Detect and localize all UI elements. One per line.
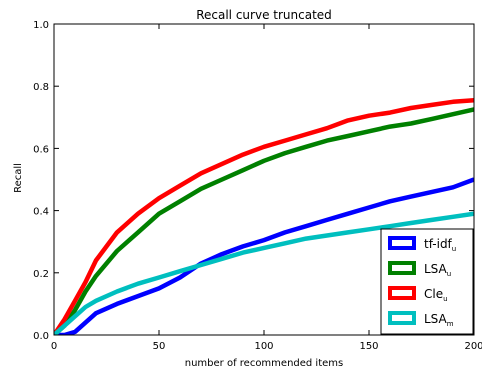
series-line-tf-idf-u [54,177,474,335]
y-axis-label: Recall [13,163,24,193]
legend-swatch [388,236,416,250]
legend-swatch [388,261,416,275]
series-line-lsa-m [54,211,474,335]
y-tick-label: 1.0 [33,20,49,31]
x-tick-label: 0 [51,341,57,352]
chart-title: Recall curve truncated [196,8,332,22]
legend-label: LSAu [424,262,451,278]
y-tick-label: 0.4 [33,207,49,218]
legend-label: tf-idfu [424,237,456,253]
x-tick-label: 200 [464,341,482,352]
legend-swatch [388,286,416,300]
x-tick-label: 150 [359,341,378,352]
x-tick-label: 100 [254,341,273,352]
x-axis-label: number of recommended items [185,358,344,369]
plot-area: 0 50 100 150 200 0.0 0.2 0.4 0.6 0.8 1.0 tf-idfu LSA… [33,20,482,352]
y-tick-label: 0.0 [33,331,49,342]
legend-label: Cleu [424,287,448,303]
series-line-lsa-u [54,107,474,335]
series-line-cle-u [54,97,474,335]
legend: tf-idfu LSAu Cleu LSAm [380,228,474,335]
y-tick-label: 0.8 [33,82,49,93]
legend-label: LSAm [424,312,454,328]
y-tick-label: 0.6 [33,144,49,155]
y-tick-label: 0.2 [33,269,49,280]
x-tick-label: 50 [153,341,166,352]
legend-swatch [388,311,416,325]
